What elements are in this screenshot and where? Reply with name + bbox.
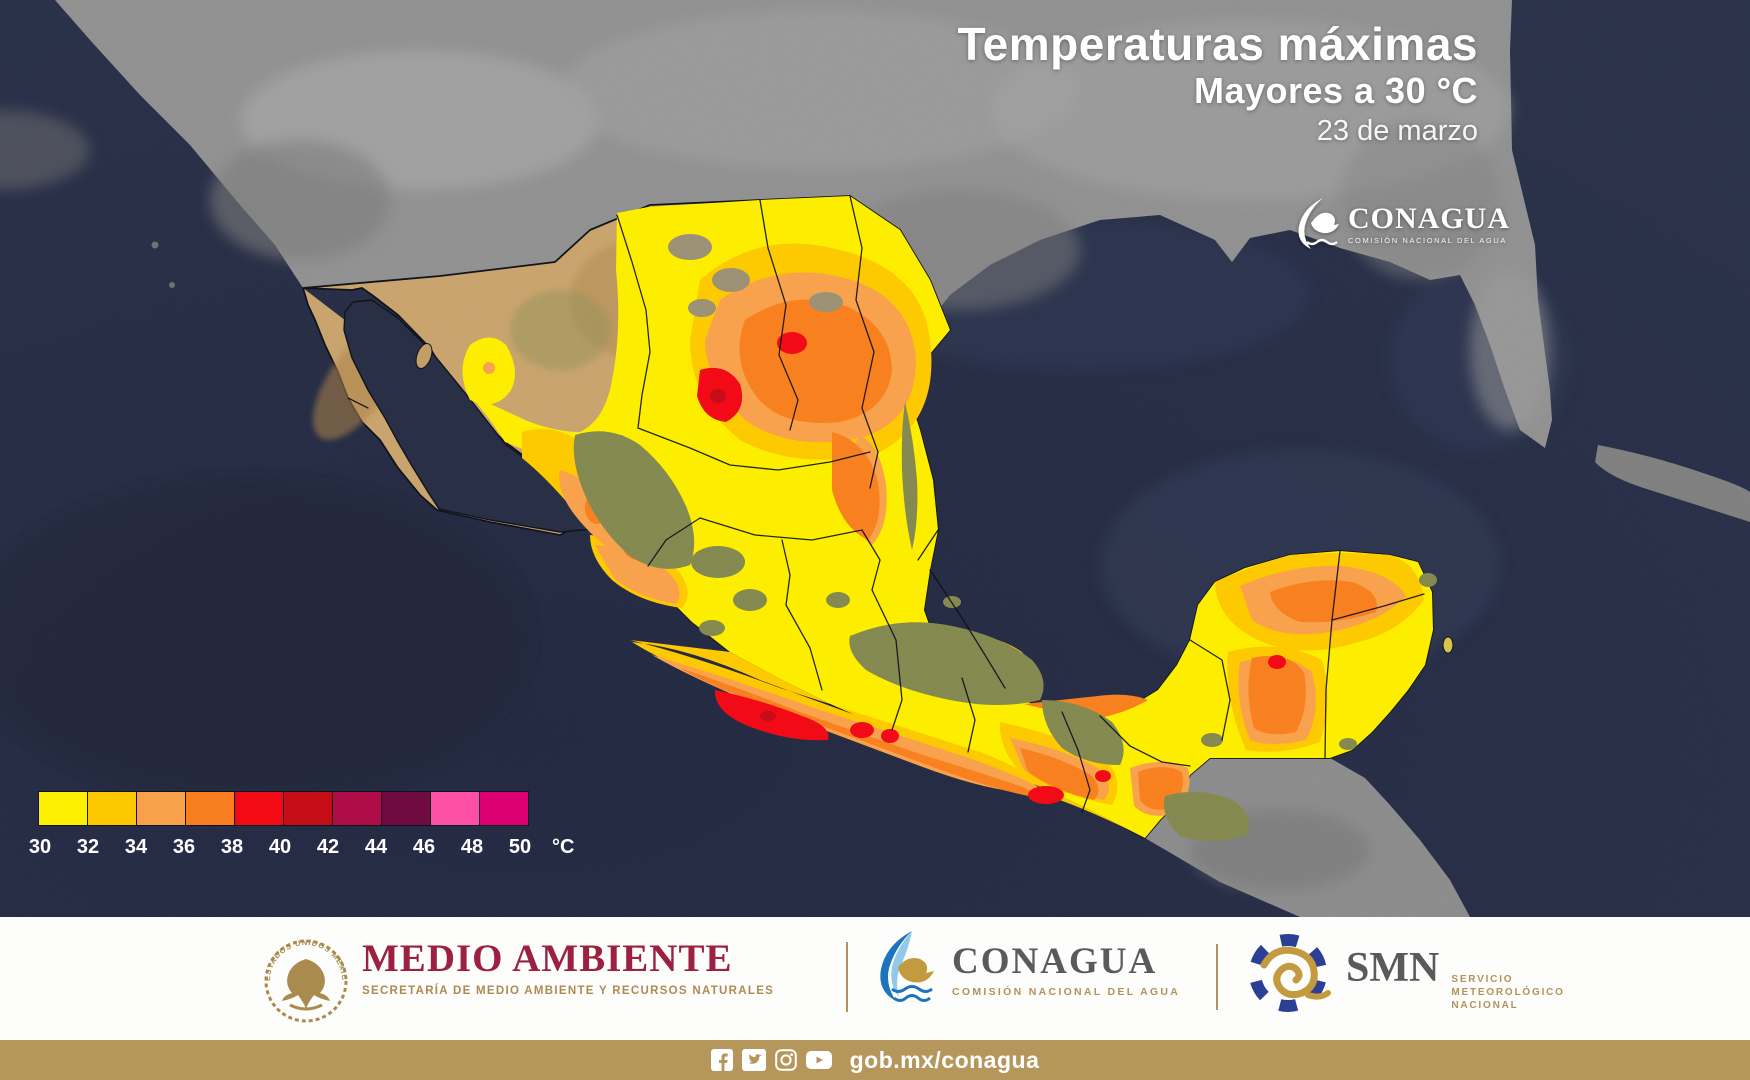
semarnat-wordmark: MEDIO AMBIENTE SECRETARÍA DE MEDIO AMBIE… [362,939,774,997]
facebook-icon[interactable] [710,1049,733,1071]
page-title: Temperaturas máximas [957,18,1478,70]
legend-color-box [185,791,235,826]
legend-tick: 30 [28,836,52,858]
texture-overlay [0,0,1750,917]
semarnat-title: MEDIO AMBIENTE [362,937,733,980]
map-date: 23 de marzo [1316,114,1478,147]
smn-spiral-icon [1249,934,1331,1012]
semarnat-subtitle: SECRETARÍA DE MEDIO AMBIENTE Y RECURSOS … [362,985,775,997]
smn-logo-title: SMN [1346,944,1440,991]
legend-tick: 50 [508,836,532,858]
temperature-legend: 30 32 34 36 38 40 42 44 46 48 50 °C [29,791,575,862]
conagua-logo: CONAGUA COMISIÓN NACIONAL DEL AGUA [872,927,1180,1013]
smn-logo-subtitle: SERVICIO METEOROLÓGICO NACIONAL [1451,973,1565,1011]
legend-tick: 38 [220,836,244,858]
conagua-logo-subtitle: COMISIÓN NACIONAL DEL AGUA [952,985,1181,998]
mexico-national-seal: ESTADOS UNIDOS MEXICANOS [257,924,352,1032]
legend-color-box [479,791,529,826]
footer-divider [1216,944,1218,1010]
map-area [0,0,1750,917]
legend-color-box [87,791,137,826]
conagua-drop-icon [1298,198,1339,249]
legend-color-box [332,791,382,826]
legend-tick: 34 [124,836,148,858]
title-block: Temperaturas máximas Mayores a 30 °C 23 … [957,20,1478,151]
legend-tick: 44 [364,836,388,858]
legend-tick: 48 [460,836,484,858]
conagua-logo-title: CONAGUA [952,940,1158,982]
institutional-footer: ESTADOS UNIDOS MEXICANOS MEDIO AMBIENTE … [0,917,1750,1040]
instagram-icon[interactable] [774,1049,797,1071]
legend-tick: 42 [316,836,340,858]
legend-tick: 46 [412,836,436,858]
eagle-seal-icon: ESTADOS UNIDOS MEXICANOS [257,924,348,1023]
conagua-watermark-tagline: COMISIÓN NACIONAL DEL AGUA [1348,235,1507,245]
legend-color-box [234,791,284,826]
twitter-icon[interactable] [741,1049,766,1071]
smn-logo: SMN SERVICIO METEOROLÓGICO NACIONAL [1246,927,1565,1017]
mexico-temperature-map [0,0,1750,917]
legend-unit: °C [552,836,575,858]
legend-tick: 40 [268,836,292,858]
legend-color-box [381,791,431,826]
legend-tick: 36 [172,836,196,858]
conagua-watermark-name: CONAGUA [1348,201,1510,235]
page-subtitle: Mayores a 30 °C [1193,69,1478,111]
youtube-icon[interactable] [805,1049,832,1071]
legend-color-box [430,791,480,826]
conagua-logo-icon [880,931,934,1002]
bottom-gold-bar: gob.mx/conagua [0,1040,1750,1080]
legend-color-box [136,791,186,826]
legend-color-scale [38,791,529,826]
legend-tick: 32 [76,836,100,858]
legend-color-box [283,791,333,826]
legend-tick-labels: 30 32 34 36 38 40 42 44 46 48 50 °C [29,836,575,862]
conagua-watermark: CONAGUA COMISIÓN NACIONAL DEL AGUA [1293,196,1510,252]
social-icons [710,1049,832,1071]
footer-url[interactable]: gob.mx/conagua [849,1046,1040,1073]
footer-divider [846,942,848,1012]
legend-color-box [38,791,88,826]
